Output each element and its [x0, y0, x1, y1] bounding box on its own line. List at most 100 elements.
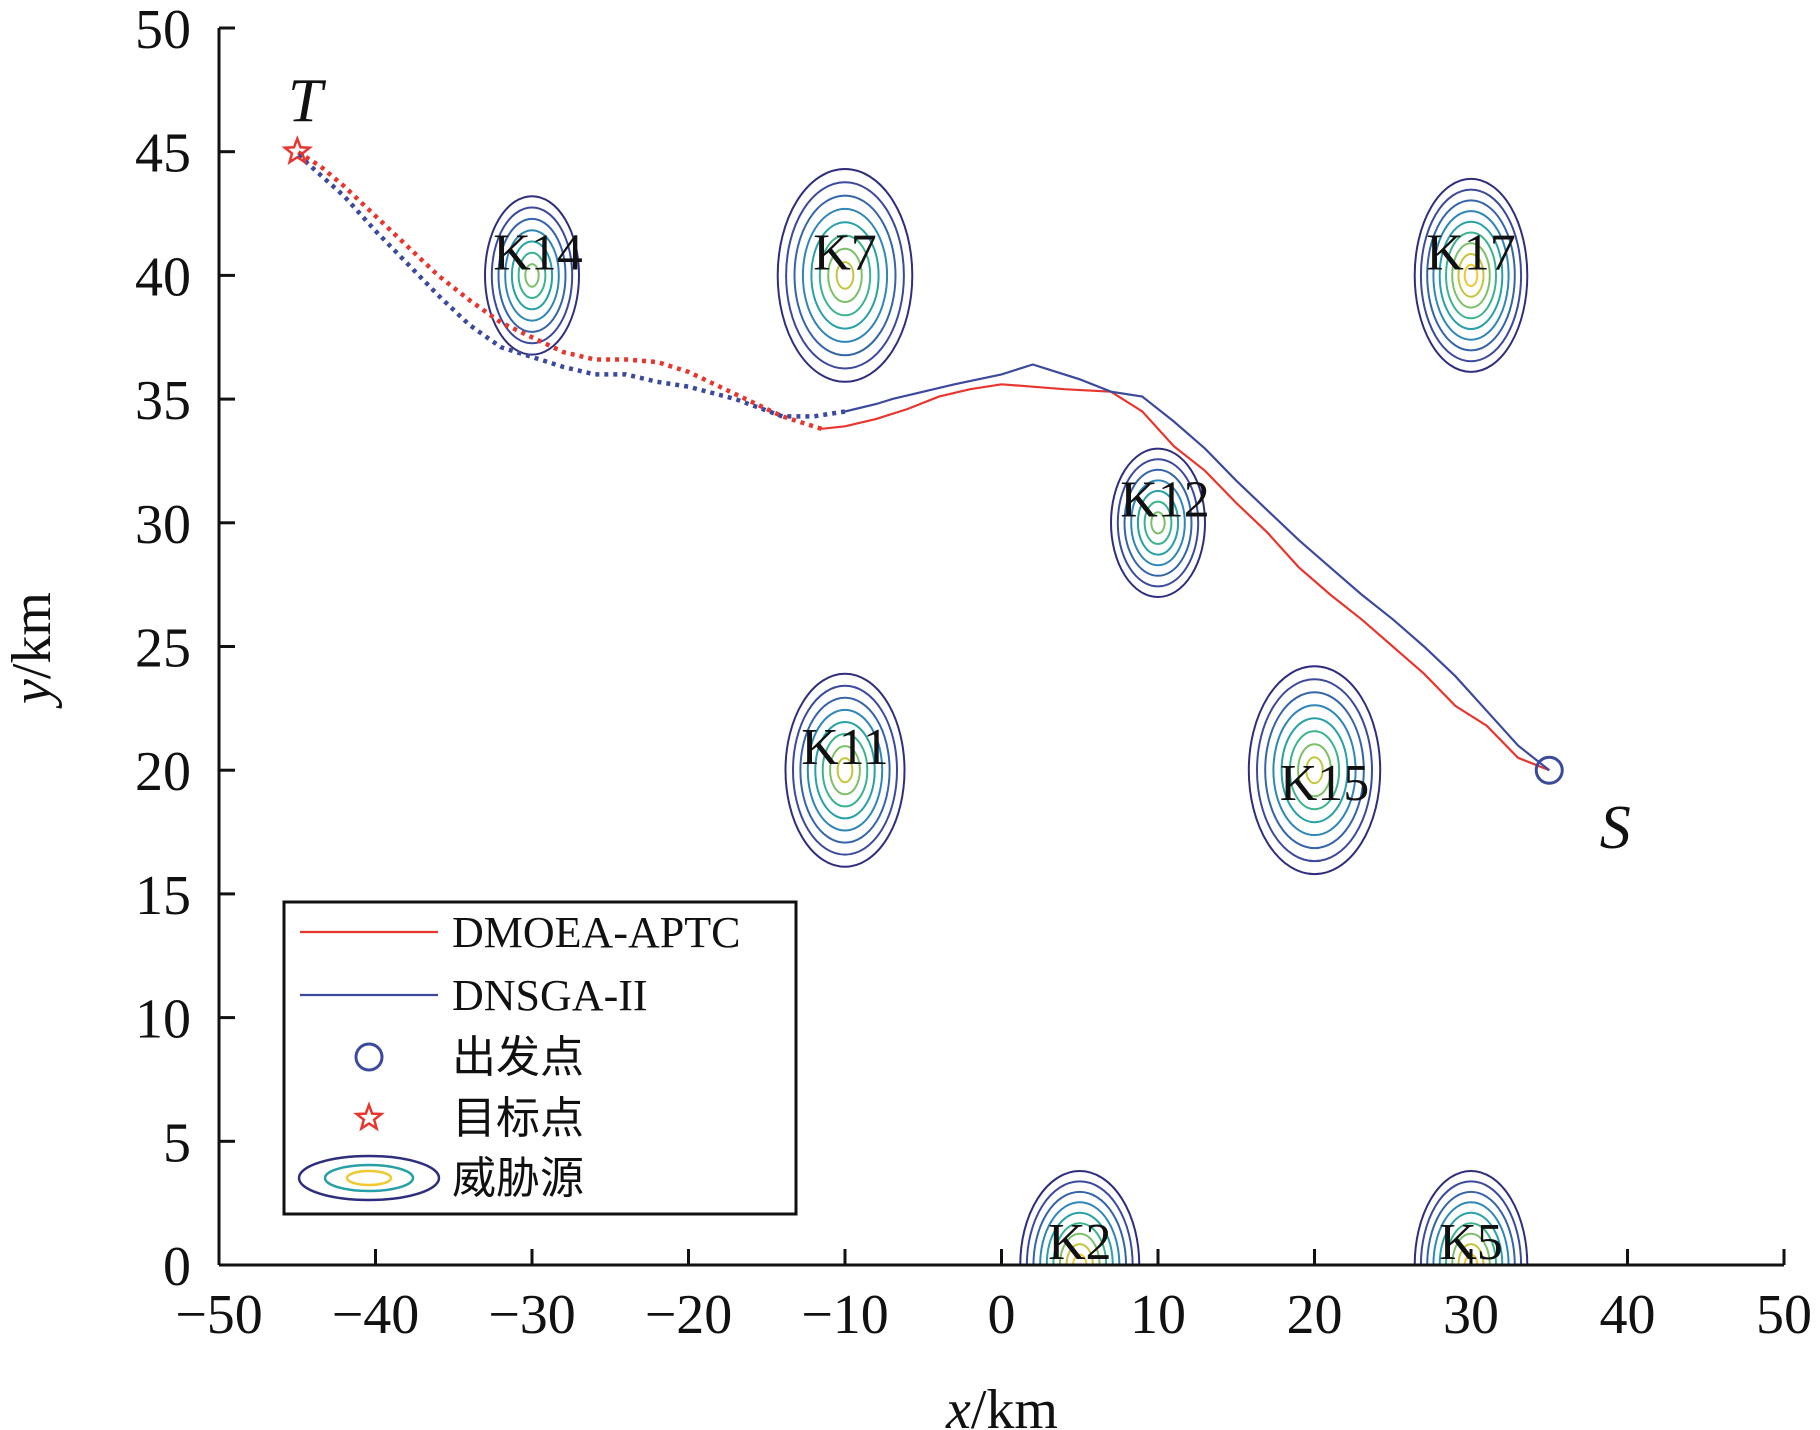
- y-tick-label: 45: [135, 123, 191, 185]
- y-tick-label: 50: [135, 0, 191, 61]
- contour-ring: [1438, 1211, 1504, 1265]
- threat-k7: [776, 168, 914, 383]
- contour-ring: [504, 229, 560, 322]
- legend-label: DMOEA-APTC: [452, 908, 740, 957]
- y-tick-label: 0: [163, 1236, 191, 1298]
- legend-label: 出发点: [452, 1033, 584, 1082]
- threat-contours: [484, 168, 1529, 1265]
- contour-ring: [1305, 756, 1324, 785]
- contour-ring: [1110, 447, 1206, 598]
- target-label: T: [288, 68, 327, 136]
- contour-ring: [1432, 210, 1510, 341]
- threat-k17: [1413, 177, 1529, 373]
- start-label: S: [1600, 794, 1631, 862]
- contour-ring: [1150, 511, 1166, 535]
- contour-ring: [1264, 691, 1365, 850]
- legend-label: 目标点: [452, 1094, 584, 1143]
- contour-ring: [1143, 500, 1173, 545]
- x-tick-label: −10: [801, 1284, 889, 1346]
- legend-label: 威胁源: [452, 1154, 584, 1203]
- series-dmoea-dotted: [296, 149, 823, 431]
- legend-item: DMOEA-APTC: [300, 908, 740, 957]
- threat-label-k7: K7: [813, 224, 877, 281]
- threat-label-k14: K14: [493, 224, 583, 281]
- x-tick-label: −20: [645, 1284, 733, 1346]
- contour-ring: [806, 708, 884, 832]
- threat-label-k5: K5: [1439, 1214, 1503, 1271]
- target-marker: [281, 135, 313, 166]
- contour-ring: [1413, 1170, 1529, 1265]
- contour-ring: [1288, 730, 1341, 811]
- legend-label: DNSGA-II: [452, 971, 648, 1020]
- threat-k14: [484, 195, 580, 356]
- contour-ring: [1426, 199, 1516, 352]
- contour-ring: [793, 194, 897, 357]
- threat-label-k17: K17: [1426, 224, 1516, 281]
- markers: ST: [281, 68, 1631, 862]
- threat-label-k11: K11: [801, 719, 889, 776]
- x-tick-label: 0: [988, 1284, 1016, 1346]
- y-tick-label: 10: [135, 989, 191, 1051]
- route-series: [295, 149, 1550, 772]
- x-tick-label: 50: [1756, 1284, 1812, 1346]
- threat-k11: [784, 672, 906, 868]
- contour-ring: [814, 721, 876, 820]
- contour-ring: [1032, 1190, 1128, 1265]
- contour-ring: [1438, 220, 1504, 330]
- contour-ring: [1297, 743, 1332, 798]
- y-tick-label: 25: [135, 618, 191, 680]
- start-marker: [1534, 755, 1564, 785]
- contour-ring: [497, 217, 567, 333]
- contour-ring: [1445, 231, 1497, 320]
- contour-ring: [510, 240, 554, 311]
- contour-ring: [821, 733, 869, 808]
- threat-label-k15: K15: [1280, 755, 1370, 812]
- threat-label-k2: K2: [1048, 1214, 1112, 1271]
- x-axis-label: x/km: [945, 1379, 1058, 1430]
- contour-ring: [818, 234, 872, 317]
- contour-ring: [836, 757, 854, 784]
- y-tick-label: 30: [135, 494, 191, 556]
- y-tick-label: 35: [135, 370, 191, 432]
- x-tick-label: 40: [1600, 1284, 1656, 1346]
- legend-item: DNSGA-II: [300, 971, 648, 1020]
- contour-ring: [1413, 177, 1529, 373]
- legend-swatch-star: [353, 1101, 385, 1132]
- contour-ring: [810, 221, 880, 330]
- threat-labels: K14 K7 K17 K12 K11 K15 K2 K5: [493, 224, 1516, 1271]
- contour-ring: [1280, 717, 1349, 824]
- contour-ring: [1039, 1201, 1121, 1265]
- y-tick-label: 40: [135, 246, 191, 308]
- legend-swatch-ellipse: [345, 1169, 393, 1187]
- legend-item: 出发点: [354, 1033, 584, 1082]
- y-tick-label: 15: [135, 865, 191, 927]
- legend-swatch-ellipse: [297, 1154, 441, 1202]
- series-dnsga-solid: [844, 363, 1550, 772]
- x-tick-label: 30: [1443, 1284, 1499, 1346]
- contour-ring: [1019, 1170, 1141, 1265]
- y-axis-label: y/km: [1, 592, 63, 709]
- contour-ring: [1116, 458, 1200, 588]
- x-tick-label: −40: [332, 1284, 420, 1346]
- contour-ring: [829, 745, 861, 796]
- legend-item: 威胁源: [297, 1154, 584, 1203]
- contour-ring: [792, 684, 898, 856]
- contour-ring: [827, 247, 863, 303]
- x-tick-label: 10: [1130, 1284, 1186, 1346]
- contour-ring: [484, 195, 580, 356]
- series-dnsga-dotted: [295, 152, 846, 419]
- legend-swatch-circle: [354, 1042, 384, 1072]
- contour-ring: [799, 696, 891, 844]
- contour-ring: [835, 261, 855, 290]
- contour-ring: [1426, 1190, 1516, 1265]
- contour-ring: [776, 168, 914, 383]
- legend-swatch-ellipse: [323, 1163, 415, 1193]
- contour-ring: [801, 207, 889, 343]
- contour-ring: [1419, 1180, 1523, 1265]
- axes: −50 −40 −30 −20 −10 0 10 20 30 40 50 0 5 10 15 20 25 30 35…: [135, 0, 1812, 1346]
- legend-box: [282, 900, 798, 1216]
- contour-ring: [1045, 1211, 1114, 1265]
- contour-ring: [1256, 678, 1373, 863]
- contour-ring: [1025, 1180, 1134, 1265]
